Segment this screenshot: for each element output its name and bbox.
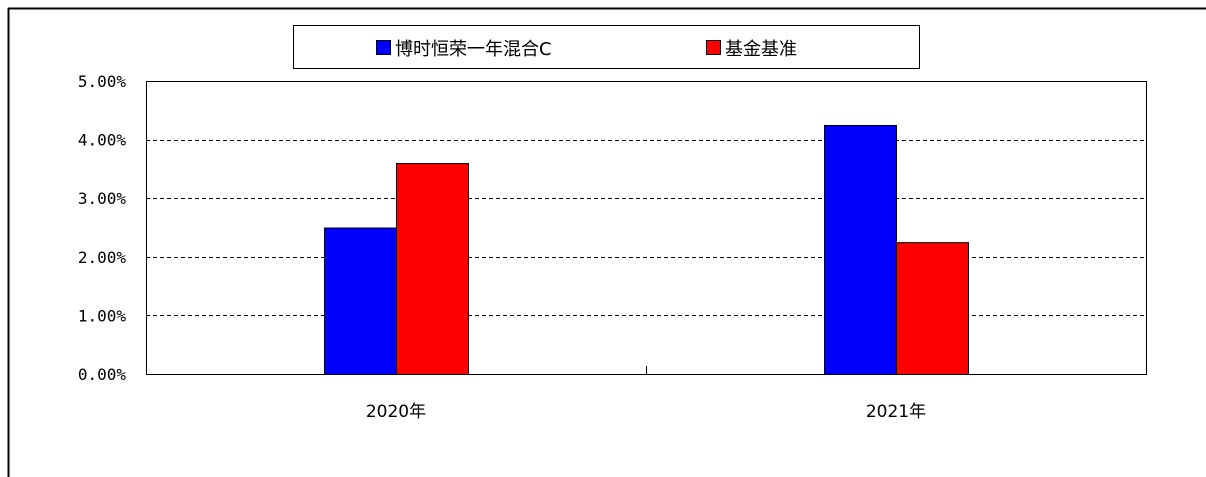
y-tick-label: 1.00% (78, 306, 127, 325)
plot-frame (146, 81, 1147, 375)
y-tick-label: 4.00% (78, 131, 127, 150)
legend-swatch (706, 40, 721, 55)
x-tick-label: 2021年 (866, 402, 926, 422)
legend-label: 基金基准 (725, 39, 797, 60)
y-tick-label: 5.00% (78, 72, 127, 91)
plot-area: 0.00% 1.00% 2.00% 3.00% 4.00% 5.00% 2020年 2021… (78, 72, 1147, 422)
bars (324, 124, 969, 375)
bar (896, 242, 969, 375)
x-axis-ticks: 2020年 2021年 (366, 402, 926, 422)
y-tick-label: 2.00% (78, 248, 127, 267)
bar (396, 163, 469, 375)
y-tick-label: 0.00% (78, 365, 127, 384)
legend-swatch (376, 40, 391, 55)
legend-label: 博时恒荣一年混合C (395, 39, 552, 60)
bar (324, 227, 397, 375)
y-axis-ticks: 0.00% 1.00% 2.00% 3.00% 4.00% 5.00% (78, 72, 127, 384)
y-tick-label: 3.00% (78, 189, 127, 208)
gridlines (146, 140, 1146, 316)
legend: 博时恒荣一年混合C 基金基准 (293, 25, 920, 69)
axes (146, 81, 1147, 375)
bar (824, 124, 897, 375)
legend-box (293, 25, 920, 69)
x-tick-label: 2020年 (366, 402, 426, 422)
plot-background (146, 81, 1146, 374)
